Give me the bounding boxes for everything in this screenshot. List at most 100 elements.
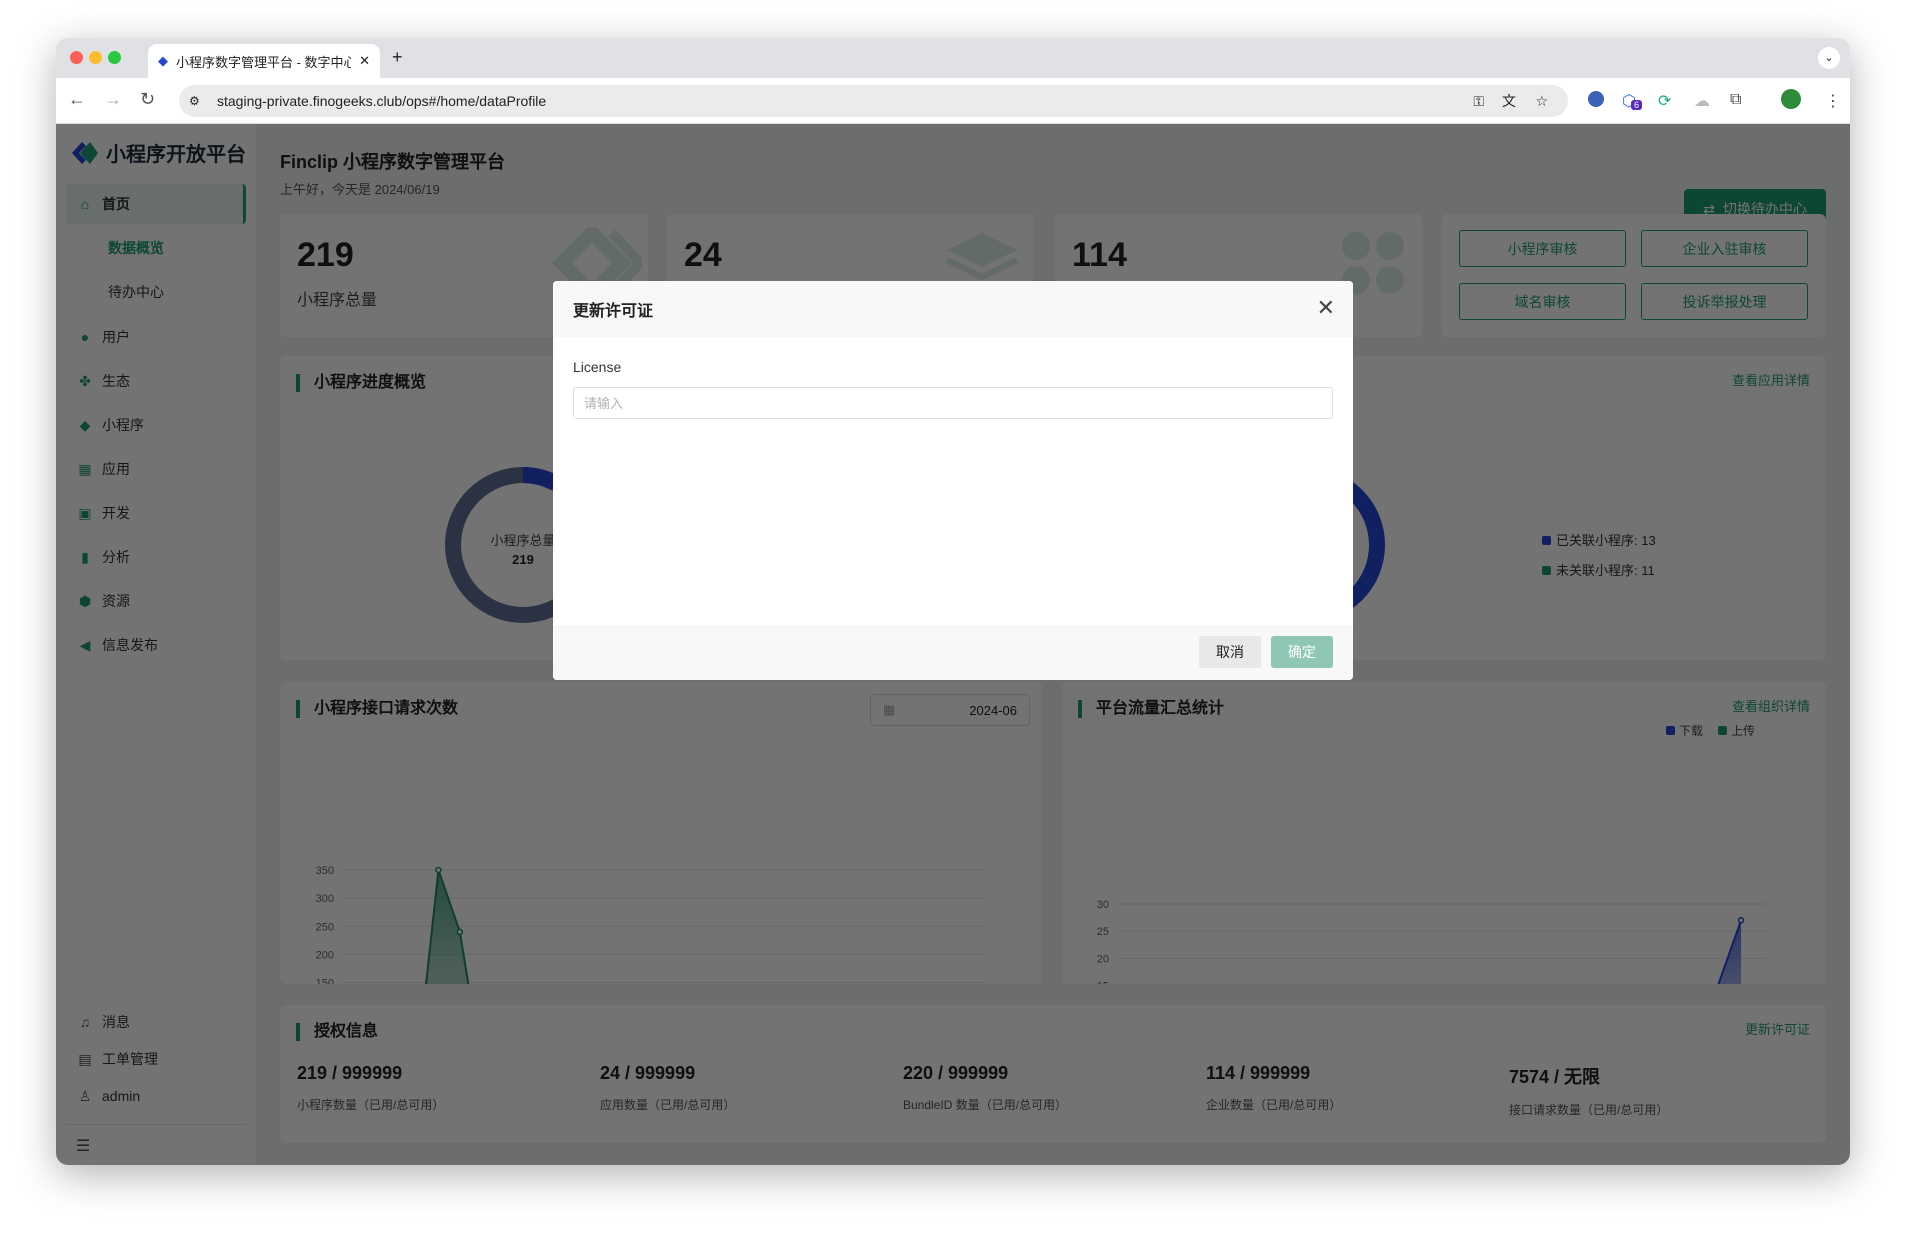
profile-avatar[interactable] (1781, 89, 1801, 109)
sidebar-item-publish[interactable]: ◀ 信息发布 (66, 625, 246, 665)
legend-swatch (1542, 566, 1551, 575)
y-tick-label: 200 (316, 949, 334, 961)
new-tab-button[interactable]: + (392, 47, 403, 67)
license-label: 企业数量（已用/总可用） (1206, 1098, 1342, 1112)
donut-segment (522, 467, 559, 491)
y-tick-label: 25 (1097, 926, 1109, 938)
sidebar-item-tickets[interactable]: ▤ 工单管理 (66, 1039, 246, 1079)
sidebar-item-develop[interactable]: ▣ 开发 (66, 493, 246, 533)
bookmark-star-icon[interactable]: ☆ (1535, 92, 1548, 109)
license-item: 220 / 999999 BundleID 数量（已用/总可用） (903, 1063, 1067, 1113)
close-window-button[interactable] (70, 51, 83, 64)
close-tab-icon[interactable]: ✕ (359, 53, 370, 68)
extension-sync-icon[interactable]: ⟳ (1658, 93, 1672, 110)
stat-value: 24 (684, 236, 722, 274)
cancel-button[interactable]: 取消 (1199, 636, 1261, 668)
reload-icon[interactable]: ↻ (140, 89, 156, 109)
sidebar-item-users[interactable]: ● 用户 (66, 317, 246, 357)
license-item: 219 / 999999 小程序数量（已用/总可用） (297, 1063, 444, 1113)
series-line (425, 869, 470, 984)
license-label: 小程序数量（已用/总可用） (297, 1098, 445, 1112)
swap-icon: ⇄ (1703, 200, 1715, 217)
section-title: 小程序接口请求次数 (296, 700, 458, 718)
forward-arrow-icon[interactable]: → (104, 89, 122, 109)
sidebar-item-messages[interactable]: ♫ 消息 (66, 1002, 246, 1042)
complaint-handling-button[interactable]: 投诉举报处理 (1641, 283, 1808, 320)
data-point (1737, 917, 1745, 924)
nav-label: 生态 (102, 373, 130, 389)
view-app-details-link[interactable]: 查看应用详情 (1731, 373, 1810, 388)
nav-label: 待办中心 (108, 284, 164, 300)
donut-center-label: 小程序总量 (490, 533, 555, 548)
bell-icon: ♫ (79, 1014, 91, 1030)
month-picker[interactable]: ▦ 2024-06 (870, 694, 1030, 726)
logo-text: 小程序开放平台 (106, 144, 246, 166)
traffic-summary-chart: 0510152025302023/062023/082023/102023/12… (1097, 723, 1766, 984)
license-value: 7574 / 无限 (1509, 1067, 1601, 1087)
section-title: 平台流量汇总统计 (1078, 700, 1224, 718)
extensions-puzzle-icon[interactable]: ⧉ (1730, 91, 1742, 108)
extension-cloud-icon[interactable]: ☁ (1694, 93, 1710, 110)
nav-label: 工单管理 (102, 1051, 158, 1067)
sidebar: 小程序开放平台 ⌂ 首页 数据概览 待办中心 ● 用户 ✤ 生态 ◆ 小程序 ▦ 应用 ▣… (56, 124, 256, 1165)
sidebar-item-home[interactable]: ⌂ 首页 (66, 184, 246, 224)
extension-hex-icon[interactable]: ⬡ 6 (1622, 91, 1643, 111)
legend-swatch (1718, 726, 1727, 735)
legend-label: 下载 (1679, 724, 1703, 738)
browser-tab[interactable]: ◆ 小程序数字管理平台 - 数字中心 ✕ (148, 44, 380, 78)
resource-icon: ⬢ (78, 593, 92, 609)
extension-blue-icon[interactable] (1588, 91, 1604, 107)
translate-icon[interactable]: 文 (1502, 93, 1516, 109)
miniprogram-review-button[interactable]: 小程序审核 (1459, 230, 1626, 267)
series-area (426, 870, 469, 984)
tab-search-chevron-icon[interactable]: ⌄ (1818, 47, 1840, 69)
clover-decor-icon (1342, 232, 1404, 294)
license-item: 7574 / 无限接口请求数量（已用/总可用） (1509, 1063, 1668, 1118)
legend-unlinked: 未关联小程序: 11 (1556, 563, 1655, 578)
sidebar-item-admin[interactable]: ♙ admin (66, 1076, 246, 1116)
browser-menu-icon[interactable]: ⋮ (1825, 93, 1841, 110)
nav-label: 应用 (102, 461, 130, 477)
collapse-menu-icon[interactable]: ☰ (76, 1138, 91, 1155)
back-arrow-icon[interactable]: ← (68, 89, 86, 109)
sidebar-item-todo-center[interactable]: 待办中心 (66, 272, 246, 312)
address-bar[interactable]: ⚙ staging-private.finogeeks.club/ops#/ho… (179, 85, 1568, 117)
section-title: 小程序进度概览 (296, 374, 426, 392)
update-license-link[interactable]: 更新许可证 (1744, 1022, 1810, 1037)
site-settings-icon[interactable]: ⚙ (189, 94, 200, 108)
maximize-window-button[interactable] (108, 51, 121, 64)
sidebar-item-resources[interactable]: ⬢ 资源 (66, 581, 246, 621)
nav-label: 用户 (102, 329, 130, 345)
ecosystem-icon: ✤ (79, 373, 91, 389)
enterprise-review-button[interactable]: 企业入驻审核 (1641, 230, 1808, 267)
y-tick-label: 300 (316, 893, 334, 905)
data-point (435, 866, 442, 874)
sidebar-item-analytics[interactable]: ▮ 分析 (66, 537, 246, 577)
license-value: 220 / 999999 (903, 1063, 1009, 1083)
sidebar-item-miniprogram[interactable]: ◆ 小程序 (66, 405, 246, 445)
nav-label: admin (102, 1088, 141, 1104)
sidebar-item-ecosystem[interactable]: ✤ 生态 (66, 361, 246, 401)
y-tick-label: 30 (1097, 899, 1109, 911)
stat-value: 114 (1072, 236, 1127, 274)
layers-decor-icon (945, 233, 1019, 281)
stat-value: 219 (297, 236, 354, 274)
data-point (456, 928, 464, 936)
view-org-details-link[interactable]: 查看组织详情 (1731, 699, 1810, 714)
sidebar-item-apps[interactable]: ▦ 应用 (66, 449, 246, 489)
password-key-icon[interactable]: ⚿ (1473, 92, 1484, 109)
apps-icon: ▦ (78, 461, 92, 477)
user-icon: ● (80, 329, 90, 345)
minimize-window-button[interactable] (89, 51, 102, 64)
license-label: 接口请求数量（已用/总可用） (1509, 1103, 1669, 1117)
greeting: 上午好，今天是 2024/06/19 (280, 182, 440, 197)
dialog-footer: 取消 确定 (553, 625, 1353, 680)
license-input[interactable] (573, 387, 1333, 419)
quick-actions-card: 小程序审核 企业入驻审核 域名审核 投诉举报处理 (1442, 214, 1826, 337)
close-icon[interactable]: ✕ (1316, 295, 1335, 320)
confirm-button[interactable]: 确定 (1271, 636, 1333, 668)
sidebar-item-data-overview[interactable]: 数据概览 (66, 228, 246, 268)
legend-swatch (1542, 536, 1551, 545)
domain-review-button[interactable]: 域名审核 (1459, 283, 1626, 320)
y-tick-label: 350 (316, 865, 334, 877)
